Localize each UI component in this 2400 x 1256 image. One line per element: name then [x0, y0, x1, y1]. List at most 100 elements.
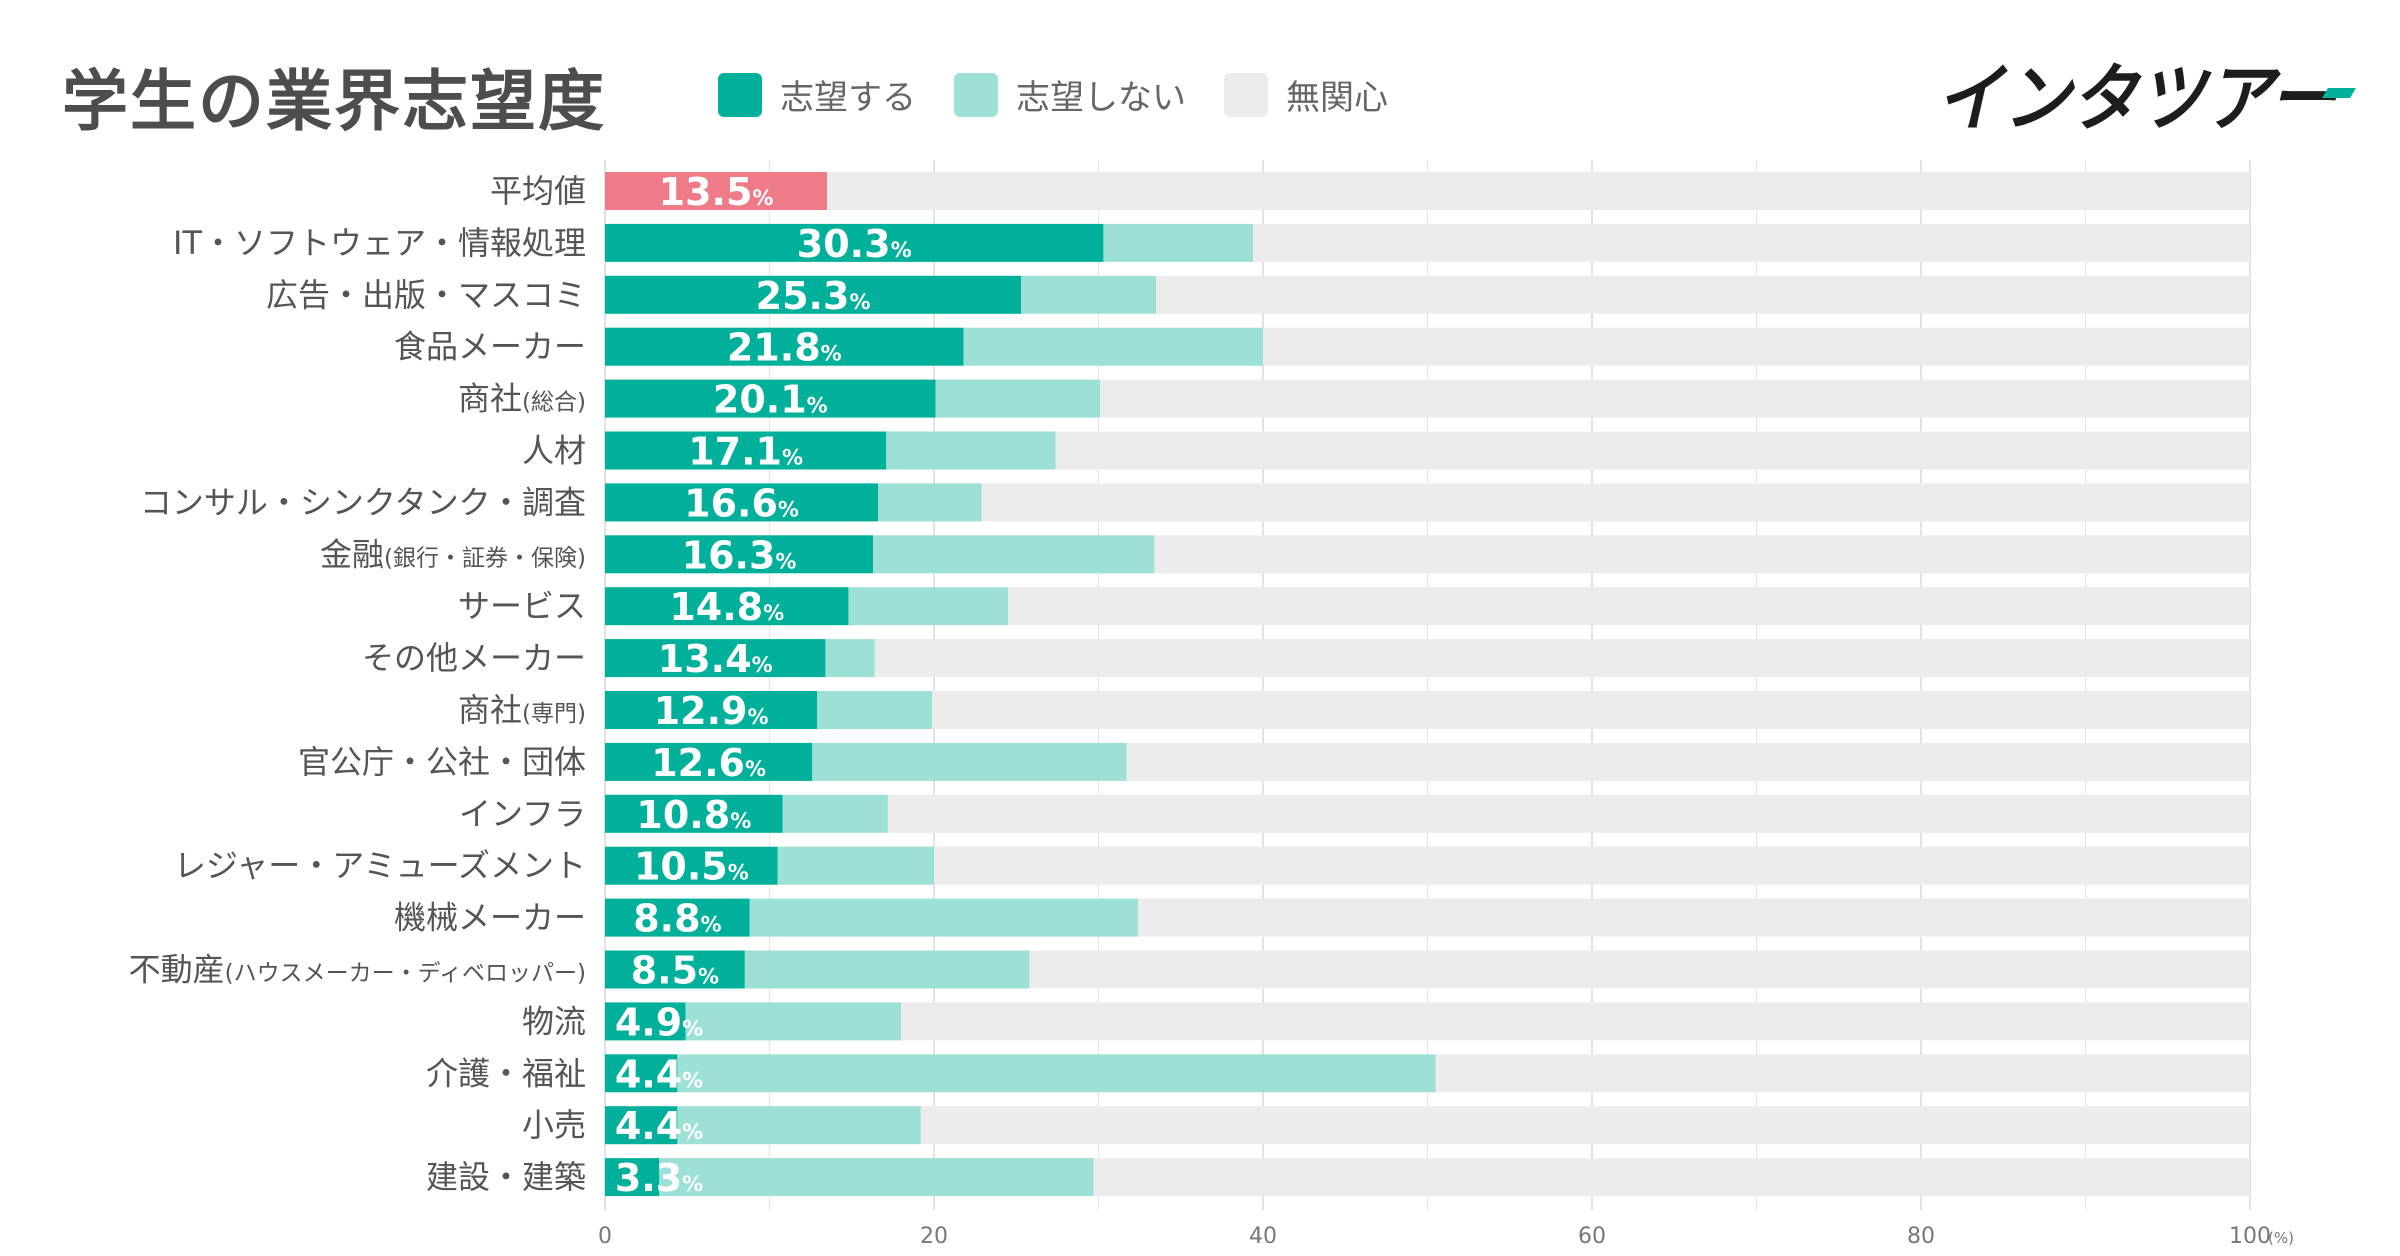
category-name: 平均値	[490, 172, 586, 210]
value-label: 16.6%	[684, 481, 799, 525]
category-note: (銀行・証券・保険)	[384, 545, 586, 571]
bar-segment	[887, 794, 2251, 833]
value-label: 10.8%	[636, 793, 751, 837]
value-unit: %	[849, 290, 870, 314]
value-number: 16.6	[684, 481, 778, 525]
value-label: 4.4%	[615, 1052, 703, 1096]
brand-logo-text: インタツアー	[1936, 56, 2338, 142]
value-unit: %	[752, 653, 773, 677]
bar-segment	[605, 1054, 678, 1093]
x-axis: 0 20 40 60 80 100(%)	[598, 1224, 2294, 1249]
category-label: 食品メーカー	[394, 328, 586, 366]
value-label: 13.5%	[659, 170, 774, 214]
value-unit: %	[821, 342, 842, 366]
bar-segment	[777, 846, 934, 885]
value-label: 3.3%	[615, 1156, 703, 1200]
value-unit: %	[778, 497, 799, 521]
category-label: レジャー・アミューズメント	[174, 847, 586, 885]
category-label: IT・ソフトウェア・情報処理	[173, 224, 586, 262]
bar-segment	[1055, 431, 2250, 470]
category-name: その他メーカー	[362, 639, 586, 677]
value-label: 14.8%	[669, 585, 784, 629]
category-name: 食品メーカー	[394, 328, 586, 366]
value-number: 4.9	[615, 1000, 682, 1044]
value-label: 12.9%	[654, 689, 769, 733]
bar-segment	[605, 742, 813, 781]
value-label: 13.4%	[658, 637, 773, 681]
bar-segment	[677, 1054, 1436, 1093]
value-number: 8.8	[633, 897, 700, 941]
value-number: 14.8	[669, 585, 763, 629]
value-unit: %	[763, 601, 784, 625]
category-name: IT・ソフトウェア・情報処理	[173, 224, 586, 262]
category-name: 商社	[458, 691, 522, 729]
value-number: 8.5	[631, 949, 698, 993]
value-number: 10.5	[634, 845, 728, 889]
legend-label-want: 志望する	[780, 78, 916, 118]
bar-segment	[605, 535, 874, 574]
bar-segment	[605, 1002, 686, 1041]
bar-segment	[1253, 223, 2250, 262]
bar-segment	[605, 846, 778, 885]
bar-segment	[744, 950, 1030, 989]
bar-segment	[981, 483, 2250, 522]
category-label: 平均値	[490, 172, 586, 210]
value-label: 17.1%	[688, 430, 803, 474]
category-name: 建設・建築	[426, 1158, 586, 1196]
bar-segment	[886, 431, 1056, 470]
bar-segment	[677, 1106, 921, 1145]
bar-segment	[605, 275, 1022, 314]
bar-segment	[605, 223, 1104, 262]
bar-segment	[848, 587, 1009, 626]
chart-title: 学生の業界志望度	[62, 63, 606, 140]
category-label: 介護・福祉	[426, 1054, 586, 1092]
value-label: 4.4%	[615, 1104, 703, 1148]
value-unit: %	[728, 861, 749, 885]
value-unit: %	[682, 1172, 703, 1196]
bar-segment	[1103, 223, 1254, 262]
bar-segment	[605, 950, 745, 989]
value-number: 12.9	[654, 689, 748, 733]
x-axis-unit: (%)	[2268, 1229, 2294, 1247]
category-labels: 平均値IT・ソフトウェア・情報処理広告・出版・マスコミ食品メーカー商社(総合)人…	[129, 172, 586, 1196]
value-unit: %	[682, 1016, 703, 1040]
x-tick-label: 40	[1249, 1224, 1277, 1249]
category-label: 官公庁・公社・団体	[298, 743, 586, 781]
category-name: サービス	[458, 587, 586, 625]
category-label: その他メーカー	[362, 639, 586, 677]
category-label: 金融(銀行・証券・保険)	[320, 535, 586, 573]
value-number: 30.3	[797, 222, 891, 266]
category-name: レジャー・アミューズメント	[174, 847, 586, 885]
value-number: 4.4	[615, 1104, 682, 1148]
bar-segment	[873, 535, 1155, 574]
bar-segment	[1126, 742, 2250, 781]
bar-segment	[605, 898, 750, 937]
x-tick-label: 100	[2229, 1224, 2271, 1249]
bar-segment	[1029, 950, 2250, 989]
value-unit: %	[747, 705, 768, 729]
bar-segment	[605, 587, 849, 626]
category-name: 不動産	[129, 951, 225, 989]
bar-segment	[1263, 327, 2250, 366]
category-label: 機械メーカー	[394, 899, 586, 937]
value-label: 8.5%	[631, 949, 719, 993]
value-label: 25.3%	[756, 274, 871, 318]
bar-segment	[1435, 1054, 2250, 1093]
bar-segment	[605, 691, 818, 729]
bar-segment	[935, 379, 1101, 418]
category-name: 人材	[522, 432, 586, 470]
bar-segment	[659, 1158, 1094, 1197]
value-label: 20.1%	[713, 378, 828, 422]
bar-segment	[932, 691, 2250, 729]
category-name: 官公庁・公社・団体	[298, 743, 586, 781]
category-label: 人材	[522, 432, 586, 470]
bar-segment	[1021, 275, 1157, 314]
value-label: 4.9%	[615, 1000, 703, 1044]
bar-segment	[1156, 275, 2250, 314]
value-unit: %	[730, 809, 751, 833]
category-label: インフラ	[459, 795, 586, 833]
category-label: コンサル・シンクタンク・調査	[140, 483, 586, 521]
value-number: 20.1	[713, 378, 807, 422]
value-number: 12.6	[651, 741, 745, 785]
category-note: (ハウスメーカー・ディベロッパー)	[225, 961, 586, 987]
